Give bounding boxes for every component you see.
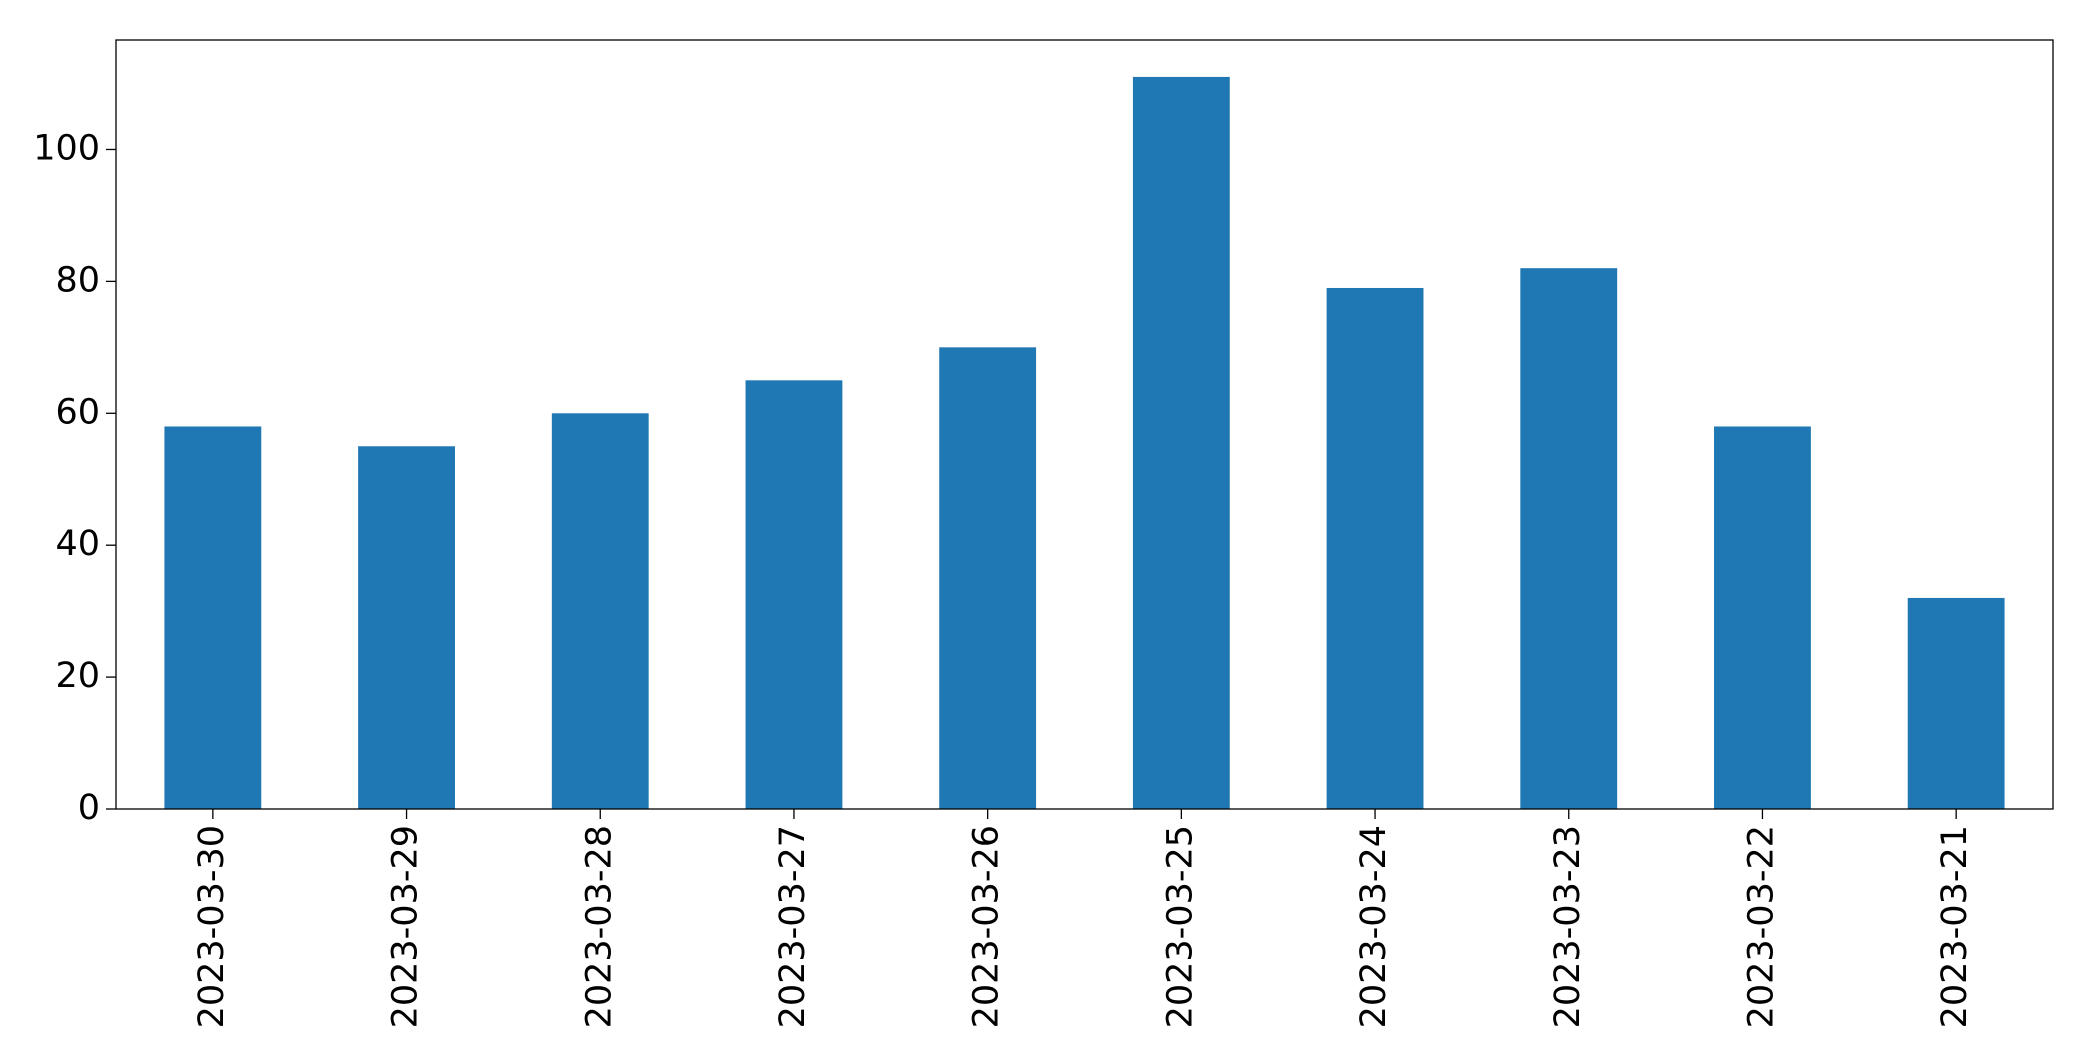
x-tick-label: 2023-03-29 (386, 825, 426, 1028)
x-tick-label: 2023-03-25 (1160, 825, 1200, 1028)
x-tick-label: 2023-03-28 (579, 825, 619, 1028)
bar (358, 446, 455, 809)
x-tick-label: 2023-03-24 (1354, 825, 1394, 1028)
x-tick-label: 2023-03-23 (1548, 825, 1588, 1028)
bar (1132, 76, 1230, 809)
bar (551, 413, 649, 809)
bar (1326, 287, 1424, 809)
y-tick-label: 20 (55, 656, 100, 696)
x-tick-label: 2023-03-30 (192, 825, 232, 1028)
bar (164, 426, 262, 809)
y-tick-label: 60 (55, 392, 100, 432)
x-tick-label: 2023-03-26 (967, 825, 1007, 1028)
bar (1714, 426, 1811, 809)
bar (745, 380, 843, 809)
y-tick-label: 40 (55, 524, 100, 564)
bar (939, 347, 1037, 809)
x-tick-label: 2023-03-27 (773, 825, 813, 1028)
y-tick-label: 0 (78, 788, 100, 828)
plot-frame (115, 39, 2054, 810)
y-tick-label: 80 (55, 260, 100, 300)
x-tick-label: 2023-03-22 (1741, 825, 1781, 1028)
bar (1520, 268, 1618, 809)
bar (1907, 597, 2005, 809)
x-tick-label: 2023-03-21 (1935, 825, 1975, 1028)
y-tick-label: 100 (33, 128, 100, 168)
